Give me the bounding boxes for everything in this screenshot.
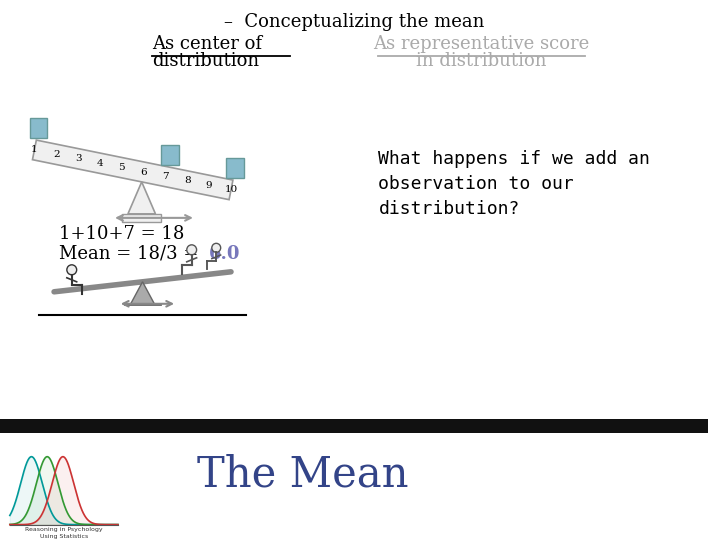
Polygon shape — [128, 182, 156, 214]
Text: distribution: distribution — [153, 52, 259, 70]
Text: The Mean: The Mean — [197, 454, 408, 496]
Text: Mean = 18/3 =: Mean = 18/3 = — [59, 245, 204, 263]
Text: in distribution: in distribution — [416, 52, 547, 70]
Circle shape — [67, 265, 76, 275]
Text: 4: 4 — [96, 159, 103, 168]
Text: What happens if we add an
observation to our
distribution?: What happens if we add an observation to… — [379, 150, 650, 218]
Polygon shape — [32, 140, 233, 200]
Text: –  Conceptualizing the mean: – Conceptualizing the mean — [224, 13, 484, 31]
Text: 2: 2 — [53, 150, 60, 159]
Text: 3: 3 — [75, 154, 81, 163]
Text: As center of: As center of — [153, 35, 262, 53]
Text: As representative score: As representative score — [374, 35, 590, 53]
Text: 1: 1 — [31, 145, 37, 154]
Text: 1+10+7 = 18: 1+10+7 = 18 — [59, 225, 184, 243]
Text: 9: 9 — [206, 181, 212, 190]
Text: 7: 7 — [162, 172, 168, 181]
Bar — [30, 118, 48, 138]
Bar — [226, 158, 244, 178]
Bar — [161, 145, 179, 165]
Bar — [122, 214, 161, 222]
Polygon shape — [131, 282, 154, 304]
Text: 10: 10 — [225, 185, 238, 194]
Text: Reasoning in Psychology: Reasoning in Psychology — [25, 526, 103, 531]
Circle shape — [212, 244, 221, 252]
Text: Using Statistics: Using Statistics — [40, 534, 88, 538]
Text: 6: 6 — [140, 167, 147, 177]
Text: 8: 8 — [184, 177, 191, 185]
Bar — [0, 418, 708, 433]
Text: 6.0: 6.0 — [208, 245, 240, 263]
Circle shape — [186, 245, 197, 255]
Text: 5: 5 — [119, 163, 125, 172]
